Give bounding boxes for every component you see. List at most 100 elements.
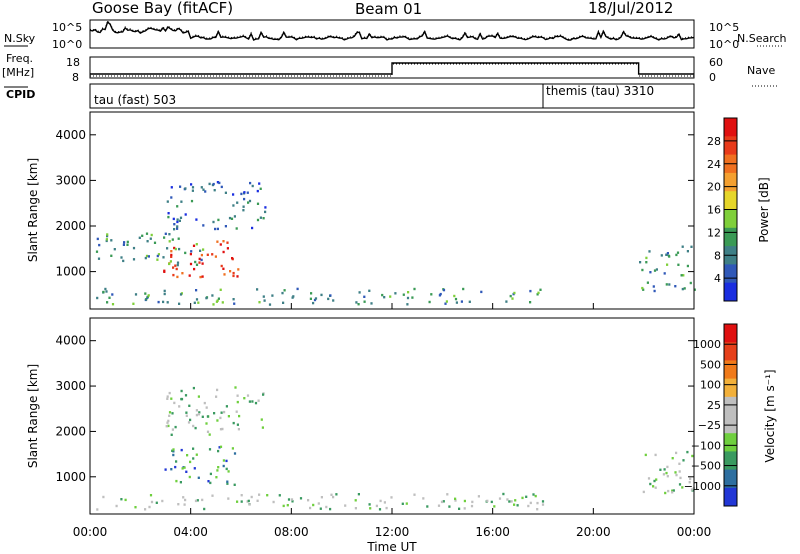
data-cell <box>534 494 537 498</box>
data-cell <box>249 181 252 185</box>
data-cell <box>189 460 192 464</box>
data-cell <box>525 495 528 498</box>
data-cell <box>171 238 174 241</box>
data-cell <box>108 296 111 299</box>
data-cell <box>126 243 129 246</box>
data-cell <box>227 497 230 500</box>
y-tick-label: 2000 <box>55 219 86 233</box>
colorbar-tick-label: 28 <box>707 135 721 148</box>
data-cell <box>214 255 217 258</box>
time-axis-label: Time UT <box>366 540 417 554</box>
power-cbar-label: Power [dB] <box>757 177 771 242</box>
data-cell <box>167 212 170 215</box>
data-cell <box>246 191 249 194</box>
data-cell <box>327 297 330 301</box>
data-cell <box>192 457 195 460</box>
data-cell <box>537 291 540 294</box>
data-cell <box>683 287 686 290</box>
data-cell <box>217 297 220 300</box>
data-cell <box>248 400 251 403</box>
data-cell <box>146 240 149 243</box>
data-cell <box>174 247 177 251</box>
data-cell <box>193 467 196 470</box>
data-cell <box>229 270 232 273</box>
data-cell <box>407 291 410 294</box>
data-cell <box>236 400 239 404</box>
data-cell <box>104 287 107 291</box>
data-cell <box>198 411 201 414</box>
data-cell <box>170 186 173 189</box>
data-cell <box>222 267 225 270</box>
data-cell <box>226 482 229 485</box>
data-cell <box>681 245 684 248</box>
data-cell <box>463 507 466 510</box>
data-cell <box>200 186 203 189</box>
data-cell <box>310 292 313 295</box>
colorbar-swatch <box>724 282 737 302</box>
data-cell <box>198 257 201 261</box>
data-cell <box>666 465 669 469</box>
data-cell <box>312 301 315 305</box>
data-cell <box>314 297 318 300</box>
data-cell <box>263 299 266 302</box>
data-cell <box>172 453 175 457</box>
colorbar-tick-label: −100 <box>691 439 721 452</box>
colorbar-swatch <box>724 469 737 489</box>
data-cell <box>145 298 148 301</box>
data-cell <box>96 237 99 241</box>
data-cell <box>155 501 158 504</box>
data-cell <box>401 502 404 505</box>
data-cell <box>150 500 154 504</box>
data-cell <box>102 495 105 499</box>
data-cell <box>163 292 166 296</box>
data-cell <box>178 247 181 251</box>
colorbar-swatch <box>724 191 737 210</box>
data-cell <box>529 501 532 505</box>
data-cell <box>383 501 386 504</box>
data-cell <box>335 493 338 496</box>
data-cell <box>644 453 647 457</box>
data-cell <box>167 424 170 428</box>
colorbar-frame <box>723 323 738 507</box>
data-cell <box>115 504 118 508</box>
data-cell <box>176 261 180 264</box>
data-cell <box>181 272 184 275</box>
data-cell <box>177 503 180 506</box>
data-cell <box>156 258 159 261</box>
data-cell <box>486 499 489 503</box>
data-cell <box>471 500 474 504</box>
colorbar-tick-label: 1000 <box>693 338 721 351</box>
data-cell <box>283 289 286 292</box>
data-cell <box>236 201 239 204</box>
data-cell <box>539 288 542 291</box>
data-cell <box>440 500 444 504</box>
colorbar-tick-label: 20 <box>707 181 721 194</box>
data-cell <box>174 425 177 429</box>
data-cell <box>271 294 274 297</box>
data-cell <box>217 449 220 453</box>
data-cell <box>113 248 116 251</box>
data-cell <box>167 215 170 219</box>
data-cell <box>183 503 186 506</box>
data-cell <box>236 423 239 426</box>
data-cell <box>521 496 524 500</box>
data-cell <box>654 453 657 457</box>
colorbar-tick-label: 8 <box>714 249 721 262</box>
data-cell <box>242 205 245 208</box>
data-cell <box>688 481 691 484</box>
data-cell <box>541 500 545 503</box>
data-cell <box>237 268 240 271</box>
data-cell <box>281 291 284 295</box>
data-cell <box>181 467 184 470</box>
data-cell <box>179 293 183 296</box>
data-cell <box>168 414 171 417</box>
data-cell <box>195 453 198 456</box>
data-cell <box>209 481 212 485</box>
data-cell <box>666 475 669 478</box>
data-cell <box>463 499 466 503</box>
data-cell <box>163 236 166 239</box>
data-cell <box>642 490 645 494</box>
data-cell <box>168 262 171 266</box>
data-cell <box>665 283 668 286</box>
colorbar-swatch <box>724 118 737 137</box>
